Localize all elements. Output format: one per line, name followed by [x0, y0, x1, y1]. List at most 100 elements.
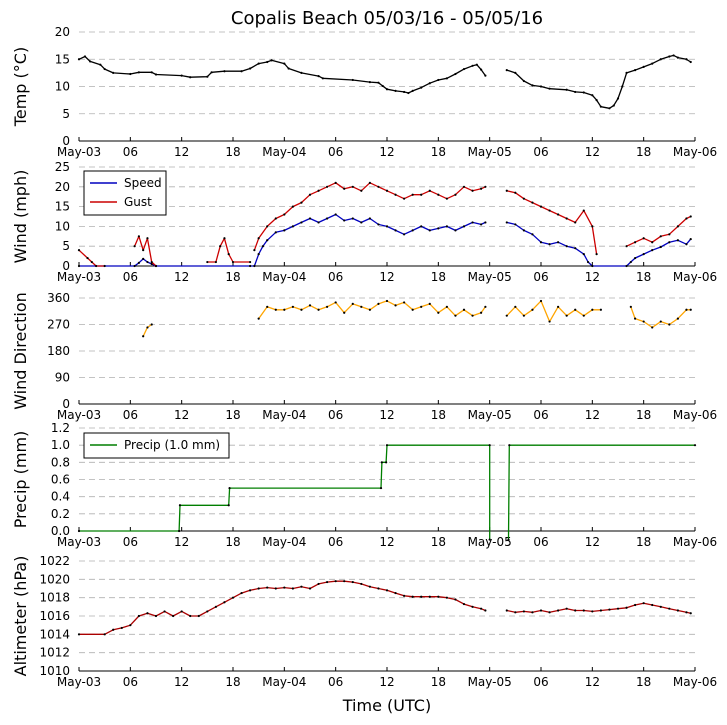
data-point	[403, 301, 406, 304]
panel-3: 0 90 180 270 360 May-03 06 12 18 May-04 06 12 18 May-…	[11, 291, 717, 422]
data-point	[642, 253, 645, 256]
x-tick-label: 06	[123, 408, 138, 422]
data-point	[599, 308, 602, 311]
data-point	[300, 308, 303, 311]
data-point	[437, 193, 440, 196]
data-point	[514, 191, 517, 194]
data-point	[137, 235, 140, 238]
y-tick-label: 15	[55, 52, 70, 66]
x-tick-label: May-04	[262, 270, 306, 284]
x-tick-label: 06	[328, 270, 343, 284]
data-point	[274, 217, 277, 220]
x-tick-label: 18	[225, 408, 240, 422]
y-tick-label: 1014	[39, 627, 70, 641]
data-point	[274, 587, 277, 590]
data-point	[514, 223, 517, 226]
data-point	[685, 611, 688, 614]
data-point	[471, 221, 474, 224]
x-tick-label: 18	[431, 408, 446, 422]
y-tick-label: 15	[55, 200, 70, 214]
x-tick-label: May-05	[468, 408, 512, 422]
data-point	[317, 189, 320, 192]
data-point	[591, 225, 594, 228]
data-point	[308, 304, 312, 307]
data-point	[334, 213, 337, 216]
legend-label: Speed	[124, 176, 162, 190]
y-tick-label: 5	[62, 107, 70, 121]
data-point	[428, 229, 431, 232]
data-point	[608, 107, 611, 110]
data-point	[582, 209, 585, 212]
data-point	[676, 317, 679, 320]
data-point	[689, 237, 692, 241]
x-tick-label: 06	[328, 408, 343, 422]
data-point	[488, 444, 491, 447]
data-point	[420, 305, 423, 308]
y-tick-label: 1016	[39, 609, 70, 623]
data-point	[231, 596, 235, 599]
data-point	[334, 181, 337, 184]
data-point	[411, 193, 414, 196]
data-point	[574, 609, 577, 612]
data-point	[334, 580, 337, 583]
data-point	[77, 58, 81, 61]
data-point	[595, 253, 598, 256]
data-point	[377, 302, 380, 305]
x-tick-label: 06	[533, 408, 548, 422]
data-point	[77, 264, 81, 268]
data-point	[240, 70, 243, 73]
x-tick-label: 18	[636, 145, 651, 159]
data-point	[574, 90, 577, 94]
y-axis-label: Wind (mph)	[11, 170, 30, 264]
data-point	[437, 595, 440, 598]
x-tick-label: 12	[174, 535, 189, 549]
data-point	[634, 256, 637, 260]
data-point	[659, 58, 662, 61]
data-point	[454, 598, 457, 601]
y-tick-label: 0	[62, 259, 70, 273]
data-point	[266, 305, 269, 308]
x-tick-label: May-05	[468, 535, 512, 549]
data-point	[223, 237, 226, 240]
data-point	[90, 260, 93, 264]
data-point	[445, 305, 448, 308]
data-point	[180, 74, 183, 77]
data-point	[484, 221, 487, 224]
data-point	[394, 229, 397, 232]
data-point	[120, 626, 123, 630]
y-tick-label: 0.0	[51, 524, 70, 538]
data-point	[99, 63, 102, 66]
data-point	[629, 260, 632, 264]
data-point	[689, 612, 692, 615]
x-tick-label: 06	[328, 535, 343, 549]
data-point	[507, 538, 510, 541]
data-point	[565, 217, 568, 220]
x-tick-label: May-03	[57, 270, 101, 284]
data-point	[403, 90, 406, 94]
data-point	[625, 264, 628, 268]
data-point	[595, 99, 598, 102]
data-point	[480, 223, 483, 226]
data-point	[462, 185, 466, 188]
data-point	[591, 264, 594, 268]
data-point	[283, 586, 286, 589]
data-point	[77, 633, 81, 636]
data-point	[154, 73, 158, 76]
data-point	[343, 219, 346, 222]
data-point	[591, 308, 594, 311]
data-point	[445, 197, 448, 200]
data-point	[548, 320, 551, 323]
y-tick-label: 270	[47, 318, 70, 332]
x-tick-label: 12	[379, 270, 394, 284]
y-tick-label: 0.6	[51, 473, 70, 487]
data-point	[112, 628, 115, 631]
data-point	[599, 105, 602, 108]
data-point	[462, 602, 466, 606]
y-tick-label: 1022	[39, 554, 70, 568]
x-tick-label: May-03	[57, 675, 101, 689]
x-tick-label: May-06	[673, 270, 717, 284]
data-point	[668, 241, 671, 244]
data-point	[326, 217, 329, 220]
data-point	[480, 187, 483, 190]
